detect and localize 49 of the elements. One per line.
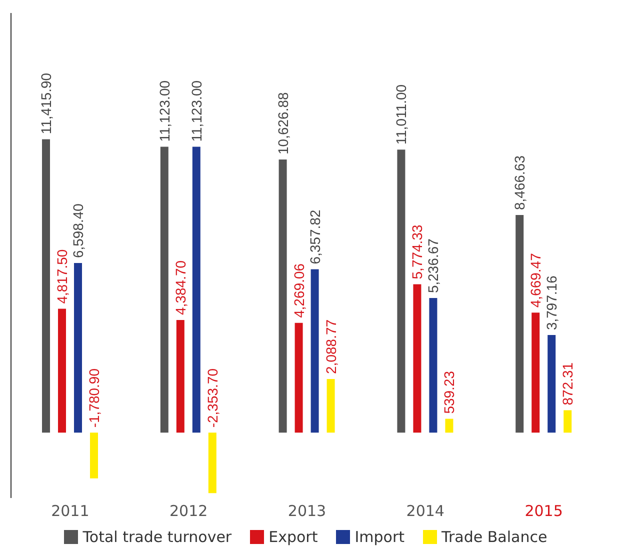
data-label: 5,774.33 xyxy=(409,224,426,280)
x-tick-label: 2015 xyxy=(524,502,563,520)
legend-label: Import xyxy=(354,528,405,546)
bar xyxy=(58,308,66,433)
data-label: 2,088.77 xyxy=(322,319,339,374)
data-label: 4,817.50 xyxy=(54,249,70,304)
legend-label: Export xyxy=(268,528,318,546)
bar xyxy=(429,298,438,433)
data-label: 3,797.16 xyxy=(544,275,560,330)
bar xyxy=(160,146,168,433)
bar xyxy=(564,410,572,433)
bar xyxy=(176,320,184,433)
data-label: 6,357.82 xyxy=(306,210,323,264)
bar xyxy=(192,146,200,433)
legend-label: Total trade turnover xyxy=(82,528,232,546)
data-label: 872.31 xyxy=(560,362,576,406)
x-tick-label: 2011 xyxy=(51,502,90,520)
data-label: 11,011.00 xyxy=(393,84,410,145)
bar xyxy=(310,269,319,433)
data-label: 10,626.88 xyxy=(274,92,291,154)
bar xyxy=(208,432,216,494)
data-label: 4,669.47 xyxy=(528,252,544,308)
bar xyxy=(397,150,406,433)
data-label: -1,780.90 xyxy=(86,368,102,428)
bar xyxy=(326,378,335,433)
bar xyxy=(74,263,82,433)
bar xyxy=(413,284,422,433)
data-label: 11,415.90 xyxy=(38,72,54,134)
bar xyxy=(42,139,50,433)
data-label: 5,236.67 xyxy=(425,238,442,294)
bar xyxy=(532,312,540,433)
bar xyxy=(90,432,98,478)
bar xyxy=(278,159,287,433)
data-label: 11,123.00 xyxy=(156,80,172,142)
data-label: 4,384.70 xyxy=(172,260,188,315)
data-label: -2,353.70 xyxy=(204,368,220,428)
data-label: 4,269.06 xyxy=(290,263,307,318)
data-label: 539.23 xyxy=(441,370,458,414)
x-tick-label: 2013 xyxy=(288,502,326,520)
bar xyxy=(516,215,524,433)
data-label: 8,466.63 xyxy=(512,155,528,210)
x-tick-label: 2012 xyxy=(170,502,208,520)
data-label: 6,598.40 xyxy=(70,203,86,258)
bar xyxy=(294,322,303,433)
data-label: 11,123.00 xyxy=(188,80,204,142)
x-tick-label: 2014 xyxy=(406,502,444,520)
legend-label: Trade Balance xyxy=(440,528,548,546)
bar xyxy=(548,335,556,433)
bar xyxy=(445,418,454,433)
